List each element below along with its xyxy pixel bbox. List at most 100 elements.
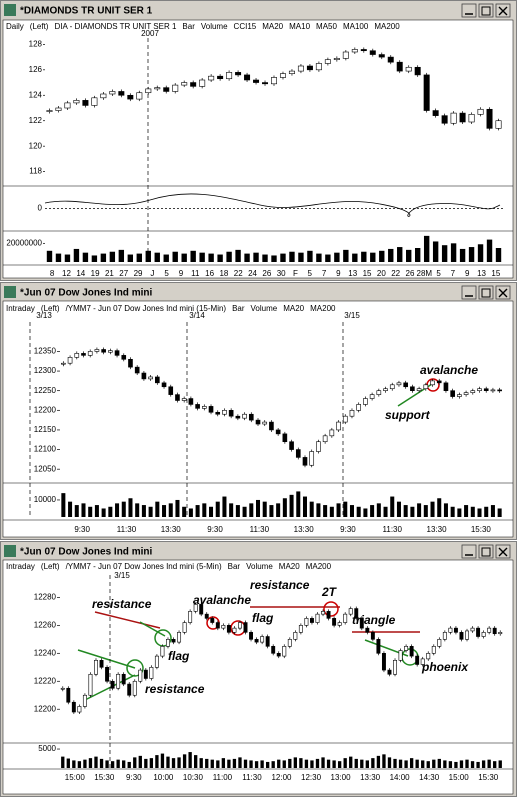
candle: [369, 394, 375, 399]
candle: [306, 65, 313, 71]
candle: [243, 622, 248, 633]
header-item: Daily: [6, 22, 24, 31]
x-tick-label: 12: [62, 269, 71, 278]
header-item: Volume: [246, 562, 273, 571]
x-tick-label: 14: [76, 269, 85, 278]
candle: [443, 382, 449, 391]
x-tick-label: 13: [477, 269, 486, 278]
candle: [332, 618, 337, 626]
volume-bar: [195, 505, 200, 517]
volume-bar: [370, 252, 376, 262]
x-tick-label: 13:30: [360, 773, 381, 782]
candle: [423, 384, 429, 390]
volume-bar: [149, 758, 154, 768]
period-label: 2007: [141, 29, 159, 38]
candle: [279, 73, 286, 78]
candle: [154, 87, 161, 90]
volume-bar: [448, 761, 453, 768]
candle: [208, 75, 215, 81]
volume-bar: [199, 758, 203, 768]
candle: [82, 694, 87, 707]
x-tick-label: 26: [406, 269, 415, 278]
candle: [149, 666, 154, 679]
candle: [309, 451, 315, 466]
candle: [67, 357, 73, 364]
volume-bar: [360, 759, 364, 768]
candle: [166, 639, 170, 647]
volume-bar: [154, 252, 160, 262]
candle: [333, 58, 340, 60]
x-tick-label: 15:30: [478, 773, 499, 782]
candle: [271, 77, 277, 85]
x-tick-label: 7: [322, 269, 327, 278]
minimize-button[interactable]: [461, 3, 477, 18]
candle: [269, 421, 274, 431]
candle: [221, 625, 226, 629]
volume-bar: [323, 505, 328, 517]
candle: [348, 608, 353, 615]
volume-bar: [316, 503, 321, 517]
volume-bar: [202, 503, 207, 517]
volume-bar: [468, 247, 475, 262]
candle: [282, 433, 288, 443]
volume-bar: [121, 501, 126, 517]
x-tick-label: 9: [465, 269, 470, 278]
candle: [396, 61, 403, 72]
volume-bar: [271, 761, 275, 768]
candle: [387, 669, 392, 675]
volume-bar: [464, 505, 469, 517]
y-tick-label: 118: [29, 167, 42, 176]
candle: [309, 618, 314, 623]
volume-bar: [94, 756, 98, 768]
volume-bar: [163, 254, 169, 262]
candle: [363, 398, 368, 405]
volume-bar: [289, 251, 295, 262]
header-item: DIA - DIAMONDS TR UNIT SER 1: [54, 22, 176, 31]
volume-bar: [403, 505, 408, 517]
volume-bar: [255, 499, 261, 517]
x-tick-label: 24: [248, 269, 257, 278]
volume-bar: [326, 759, 331, 768]
volume-bar: [343, 249, 349, 262]
annotation: support: [385, 408, 431, 422]
volume-bar: [371, 758, 375, 768]
candle: [389, 384, 395, 390]
volume-bar: [271, 255, 277, 262]
volume-bar: [410, 506, 415, 517]
minimize-button[interactable]: [461, 285, 477, 300]
volume-bar: [329, 506, 334, 517]
volume-bar: [235, 249, 241, 262]
candle: [326, 611, 331, 619]
candle: [110, 680, 115, 689]
x-tick-label: 12:00: [271, 773, 292, 782]
volume-bar: [361, 251, 367, 262]
candle: [376, 390, 382, 395]
volume-bar: [484, 506, 489, 517]
volume-bar: [208, 253, 214, 262]
candle: [66, 687, 71, 703]
candle: [495, 120, 502, 129]
header-item: /YMM7 - Jun 07 Dow Jones Ind mini (15-Mi…: [66, 304, 227, 313]
candle: [343, 613, 348, 623]
window-title: *DIAMONDS TR UNIT SER 1: [20, 6, 153, 17]
volume-bar: [443, 503, 448, 517]
y-tick-label: 12220: [34, 676, 57, 685]
volume-bar: [417, 503, 422, 517]
minimize-button[interactable]: [461, 544, 477, 559]
header-item: MA100: [343, 22, 369, 31]
candle: [175, 394, 180, 401]
candle: [116, 673, 121, 689]
candle: [148, 376, 153, 380]
header-item: Volume: [201, 22, 228, 31]
candle: [396, 382, 402, 386]
volume-bar: [55, 253, 62, 262]
candle: [289, 441, 294, 450]
x-tick-label: 5: [436, 269, 441, 278]
candle: [190, 82, 197, 87]
candle: [94, 659, 98, 675]
candle: [354, 608, 359, 619]
candle: [87, 351, 93, 356]
header-item: CCI15: [234, 22, 257, 31]
header-item: Bar: [232, 304, 245, 313]
